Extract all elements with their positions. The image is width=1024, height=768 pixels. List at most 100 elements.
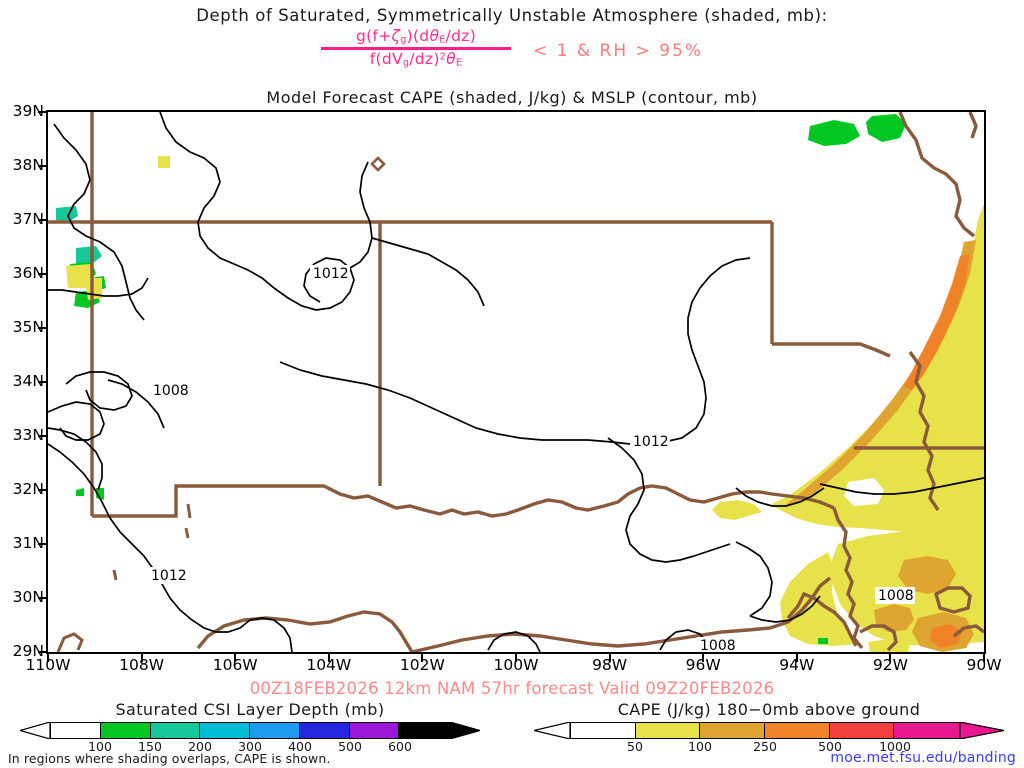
latitude-tick-label: 35N bbox=[12, 318, 44, 336]
legend-color-segments bbox=[50, 722, 450, 739]
legend-tick-label: 500 bbox=[338, 739, 362, 754]
legend-color-swatch bbox=[100, 723, 151, 738]
mslp-contours bbox=[48, 112, 984, 652]
legend-color-swatch bbox=[894, 723, 960, 738]
latitude-tick-label: 38N bbox=[12, 156, 44, 174]
forecast-run-info: 00Z18FEB2026 12km NAM 57hr forecast Vali… bbox=[249, 679, 775, 698]
longitude-tick-label: 92W bbox=[872, 656, 908, 674]
longitude-tick bbox=[702, 654, 705, 662]
latitude-tick bbox=[38, 327, 46, 329]
contour-label-bg bbox=[310, 265, 350, 282]
legend-tick-label: 100 bbox=[688, 739, 712, 754]
longitude-tick-label: 100W bbox=[493, 656, 539, 674]
latitude-tick bbox=[38, 381, 46, 383]
legend-cape[interactable]: CAPE (J/kg) 180−0mb above ground 50 100 25… bbox=[534, 700, 1004, 755]
legend-color-swatch bbox=[700, 723, 766, 738]
longitude-tick bbox=[327, 654, 330, 662]
longitude-tick-label: 106W bbox=[212, 656, 258, 674]
cape-overlap-shading bbox=[66, 156, 170, 300]
overlap-note: In regions where shading overlaps, CAPE … bbox=[8, 751, 331, 766]
legend-tick-label: 100 bbox=[88, 739, 112, 754]
legend-right-arrow bbox=[960, 722, 1004, 739]
contour-label: 1012 bbox=[633, 434, 669, 450]
page-title: Depth of Saturated, Symmetrically Unstab… bbox=[196, 6, 828, 25]
formula-fraction-bar bbox=[321, 47, 512, 51]
latitude-tick bbox=[38, 273, 46, 275]
longitude-tick-label: 104W bbox=[306, 656, 352, 674]
latitude-tick-label: 39N bbox=[12, 102, 44, 120]
latitude-tick-label: 36N bbox=[12, 264, 44, 282]
legend-color-swatch bbox=[51, 723, 101, 738]
map-canvas: 1012100810121012100810081012 bbox=[48, 112, 984, 652]
legend-color-swatch bbox=[829, 723, 895, 738]
longitude-tick-label: 96W bbox=[685, 656, 721, 674]
latitude-tick bbox=[38, 597, 46, 599]
legend-tick-label: 150 bbox=[138, 739, 162, 754]
legend-tick-label: 50 bbox=[627, 739, 643, 754]
latitude-tick-label: 32N bbox=[12, 480, 44, 498]
contour-label: 1008 bbox=[153, 383, 189, 399]
legend-csi-caption: Saturated CSI Layer Depth (mb) bbox=[115, 700, 385, 719]
longitude-tick-label: 94W bbox=[779, 656, 815, 674]
legend-csi[interactable]: Saturated CSI Layer Depth (mb) 100 150 200… bbox=[20, 700, 480, 755]
legend-tick-label: 300 bbox=[238, 739, 262, 754]
contour-label-bg bbox=[875, 587, 915, 604]
csi-formula: g(f+ζg)(dθE/dz) f(dVg/dz)2θE bbox=[321, 28, 512, 69]
legend-left-arrow bbox=[534, 722, 570, 739]
formula-denominator: f(dVg/dz)2θE bbox=[369, 50, 463, 69]
legend-csi-bar[interactable] bbox=[20, 722, 480, 739]
legend-cape-caption: CAPE (J/kg) 180−0mb above ground bbox=[617, 700, 921, 719]
latitude-tick bbox=[38, 219, 46, 221]
csi-shading bbox=[56, 114, 906, 644]
subtitle: Model Forecast CAPE (shaded, J/kg) & MSL… bbox=[266, 88, 758, 107]
contour-label-bg bbox=[697, 637, 737, 652]
contour-label: 1012 bbox=[151, 568, 187, 584]
longitude-tick-label: 108W bbox=[119, 656, 165, 674]
latitude-tick bbox=[38, 543, 46, 545]
longitude-tick-label: 110W bbox=[25, 656, 71, 674]
longitude-tick bbox=[983, 654, 985, 662]
contour-label-bg bbox=[150, 382, 190, 399]
contour-label: 1008 bbox=[878, 588, 914, 604]
legend-tick-label: 500 bbox=[818, 739, 842, 754]
legend-csi-ticks: 100 150 200 300 400 500 600 bbox=[20, 739, 480, 755]
longitude-tick bbox=[47, 654, 49, 662]
longitude-tick bbox=[608, 654, 611, 662]
longitude-tick bbox=[234, 654, 237, 662]
legend-color-segments bbox=[570, 722, 960, 739]
longitude-tick bbox=[889, 654, 892, 662]
contour-label: 1012 bbox=[313, 266, 349, 282]
legend-right-arrow bbox=[450, 722, 480, 739]
legend-color-swatch bbox=[571, 723, 636, 738]
longitude-tick-label: 98W bbox=[592, 656, 628, 674]
longitude-tick bbox=[421, 654, 424, 662]
longitude-tick bbox=[515, 654, 517, 662]
longitude-tick bbox=[795, 654, 798, 662]
formula-condition: < 1 & RH > 95% bbox=[533, 40, 703, 61]
source-url[interactable]: moe.met.fsu.edu/banding bbox=[830, 750, 1016, 766]
longitude-tick-label: 102W bbox=[399, 656, 445, 674]
latitude-tick bbox=[38, 435, 46, 437]
longitude-tick-label: 90W bbox=[966, 656, 1002, 674]
latitude-tick bbox=[38, 165, 46, 167]
contour-label: 1008 bbox=[700, 638, 736, 652]
latitude-tick-label: 29N bbox=[12, 642, 44, 660]
legend-color-swatch bbox=[349, 723, 400, 738]
latitude-tick-label: 30N bbox=[12, 588, 44, 606]
contour-labels: 1012100810121012100810081012 bbox=[148, 265, 915, 652]
forecast-map[interactable]: 1012100810121012100810081012 bbox=[46, 110, 986, 654]
contour-label-bg bbox=[630, 433, 670, 450]
legend-left-arrow bbox=[20, 722, 50, 739]
cape-shading bbox=[712, 204, 984, 652]
legend-color-swatch bbox=[399, 723, 449, 738]
longitude-tick bbox=[140, 654, 143, 662]
legend-color-swatch bbox=[635, 723, 701, 738]
legend-cape-bar[interactable] bbox=[534, 722, 1004, 739]
legend-cape-ticks: 50 100 250 500 1000 bbox=[534, 739, 1004, 755]
legend-tick-label: 1000 bbox=[879, 739, 911, 754]
latitude-tick-label: 33N bbox=[12, 426, 44, 444]
legend-tick-label: 250 bbox=[753, 739, 777, 754]
legend-color-swatch bbox=[299, 723, 350, 738]
legend-tick-label: 600 bbox=[388, 739, 412, 754]
legend-tick-label: 200 bbox=[188, 739, 212, 754]
